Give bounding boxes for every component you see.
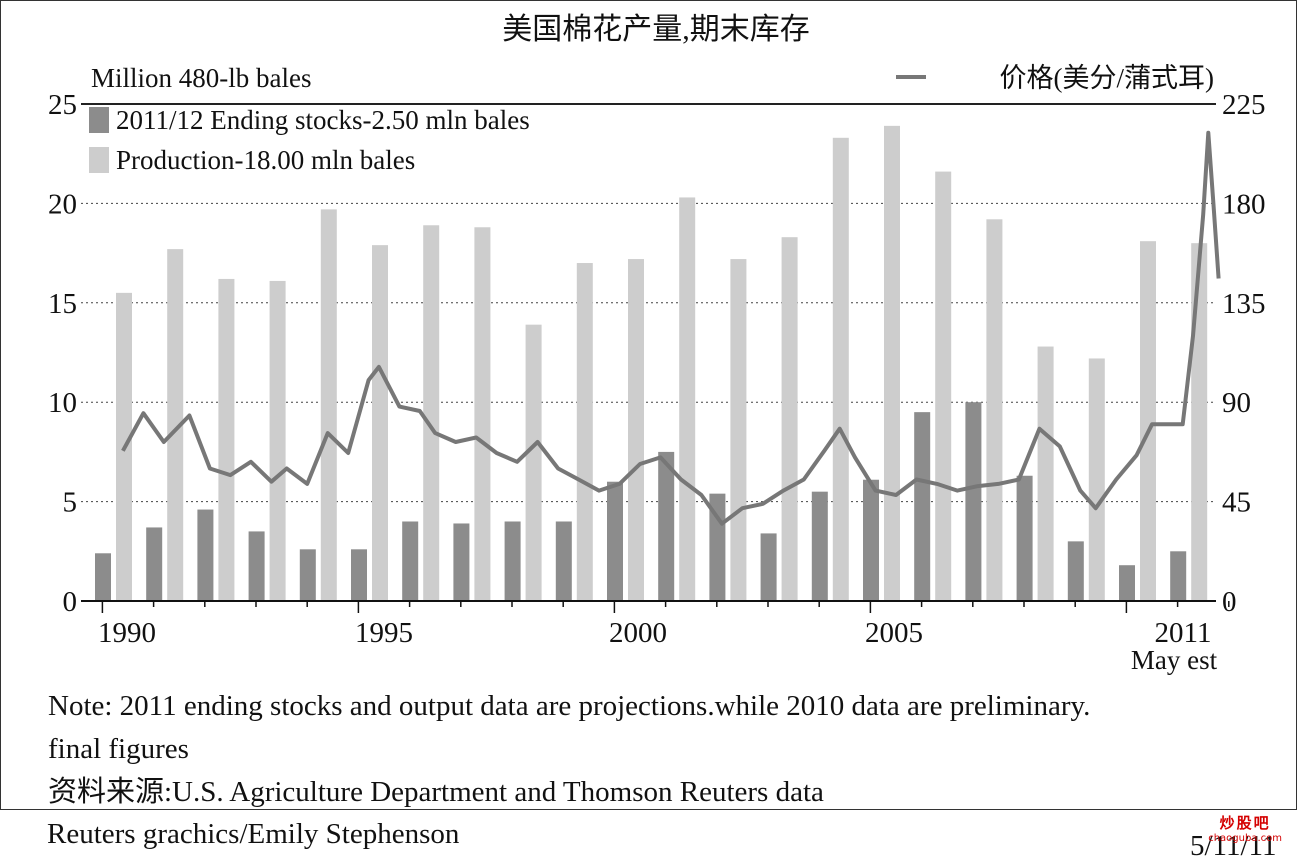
chart-frame: 美国棉花产量,期末库存 Million 480-lb bales 价格(美分/蒲… bbox=[0, 0, 1297, 810]
left-tick-label: 20 bbox=[48, 188, 77, 220]
axis-layer: 1990 1995 2000 2005 2011 0 5 10 15 20 25 0 45 90 135 18… bbox=[48, 89, 1266, 649]
stocks-bar bbox=[1067, 541, 1084, 601]
right-tick-label: 0 bbox=[1222, 586, 1237, 618]
stocks-bar bbox=[863, 479, 879, 601]
production-bar bbox=[935, 171, 952, 602]
production-legend-swatch bbox=[89, 147, 109, 173]
production-bar bbox=[986, 219, 1003, 601]
stocks-bar bbox=[402, 521, 419, 601]
x-tick-label: 1995 bbox=[355, 617, 413, 649]
left-tick-label: 10 bbox=[48, 387, 77, 419]
price-line bbox=[121, 130, 1221, 526]
stocks-bar bbox=[1016, 475, 1033, 601]
stocks-bar bbox=[146, 527, 163, 601]
watermark-cn: 炒股吧 bbox=[1219, 814, 1271, 832]
chart-source: 资料来源:U.S. Agriculture Department and Tho… bbox=[48, 776, 824, 808]
chart-svg: 美国棉花产量,期末库存 Million 480-lb bales 价格(美分/蒲… bbox=[48, 13, 1266, 675]
stocks-bar bbox=[914, 412, 931, 601]
production-bar bbox=[1088, 358, 1105, 601]
production-bar bbox=[525, 324, 542, 601]
production-bar bbox=[781, 237, 798, 602]
stocks-bar bbox=[658, 451, 675, 601]
x-tick-label: 2011 bbox=[1155, 617, 1212, 649]
chart-title: 美国棉花产量,期末库存 bbox=[502, 13, 810, 46]
production-bar bbox=[832, 137, 849, 601]
right-tick-label: 45 bbox=[1222, 487, 1251, 519]
production-bar bbox=[1037, 346, 1054, 601]
production-bar bbox=[1191, 243, 1208, 601]
stocks-bar bbox=[197, 509, 214, 601]
production-bar bbox=[628, 259, 644, 601]
production-bar bbox=[423, 225, 440, 601]
chart-credit: Reuters grachics/Emily Stephenson bbox=[47, 818, 460, 850]
stocks-bar bbox=[95, 553, 111, 601]
production-bar bbox=[474, 227, 491, 602]
stocks-bar bbox=[351, 549, 367, 601]
right-tick-label: 225 bbox=[1222, 89, 1266, 121]
production-bar bbox=[218, 278, 235, 601]
stocks-legend-swatch bbox=[89, 107, 109, 133]
stocks-bar bbox=[299, 549, 316, 601]
watermark-en: chaoguba.com bbox=[1208, 833, 1282, 844]
left-tick-label: 25 bbox=[48, 89, 77, 121]
production-bar bbox=[679, 197, 696, 601]
right-axis-label: 价格(美分/蒲式耳) bbox=[1000, 63, 1214, 93]
production-bar bbox=[269, 280, 286, 601]
left-tick-label: 5 bbox=[63, 487, 78, 519]
chart-note-line2: final figures bbox=[48, 733, 189, 765]
production-bar bbox=[372, 245, 388, 601]
stocks-bar bbox=[453, 523, 470, 601]
production-bar bbox=[320, 209, 337, 601]
production-bar bbox=[730, 259, 747, 601]
stocks-bar bbox=[555, 521, 572, 601]
x-tick-label: 1990 bbox=[98, 617, 156, 649]
stocks-bar bbox=[1119, 565, 1135, 601]
left-tick-label: 0 bbox=[63, 586, 78, 618]
x-sub-label: May est bbox=[1131, 645, 1218, 675]
stocks-bar bbox=[504, 521, 521, 601]
stocks-legend-label: 2011/12 Ending stocks-2.50 mln bales bbox=[116, 105, 530, 135]
price-line-layer bbox=[121, 130, 1221, 526]
stocks-bar bbox=[607, 481, 623, 601]
x-tick-label: 2005 bbox=[865, 617, 923, 649]
right-tick-label: 180 bbox=[1222, 188, 1266, 220]
production-bar bbox=[576, 263, 593, 601]
production-bar bbox=[884, 125, 900, 602]
right-tick-label: 135 bbox=[1222, 288, 1266, 320]
production-bar bbox=[167, 249, 184, 601]
chart-note: Note: 2011 ending stocks and output data… bbox=[48, 690, 1091, 722]
bars-layer bbox=[95, 125, 1208, 602]
x-tick-label: 2000 bbox=[609, 617, 667, 649]
stocks-bar bbox=[1170, 551, 1187, 601]
stocks-bar bbox=[811, 491, 828, 601]
right-tick-label: 90 bbox=[1222, 387, 1251, 419]
stocks-bar bbox=[965, 402, 982, 601]
stocks-bar bbox=[248, 531, 265, 601]
production-bar bbox=[1140, 241, 1156, 601]
left-tick-label: 15 bbox=[48, 288, 77, 320]
watermark: 炒股吧 chaoguba.com bbox=[1208, 812, 1282, 844]
left-axis-label: Million 480-lb bales bbox=[91, 63, 311, 93]
stocks-bar bbox=[760, 533, 777, 601]
production-legend-label: Production-18.00 mln bales bbox=[116, 145, 415, 175]
